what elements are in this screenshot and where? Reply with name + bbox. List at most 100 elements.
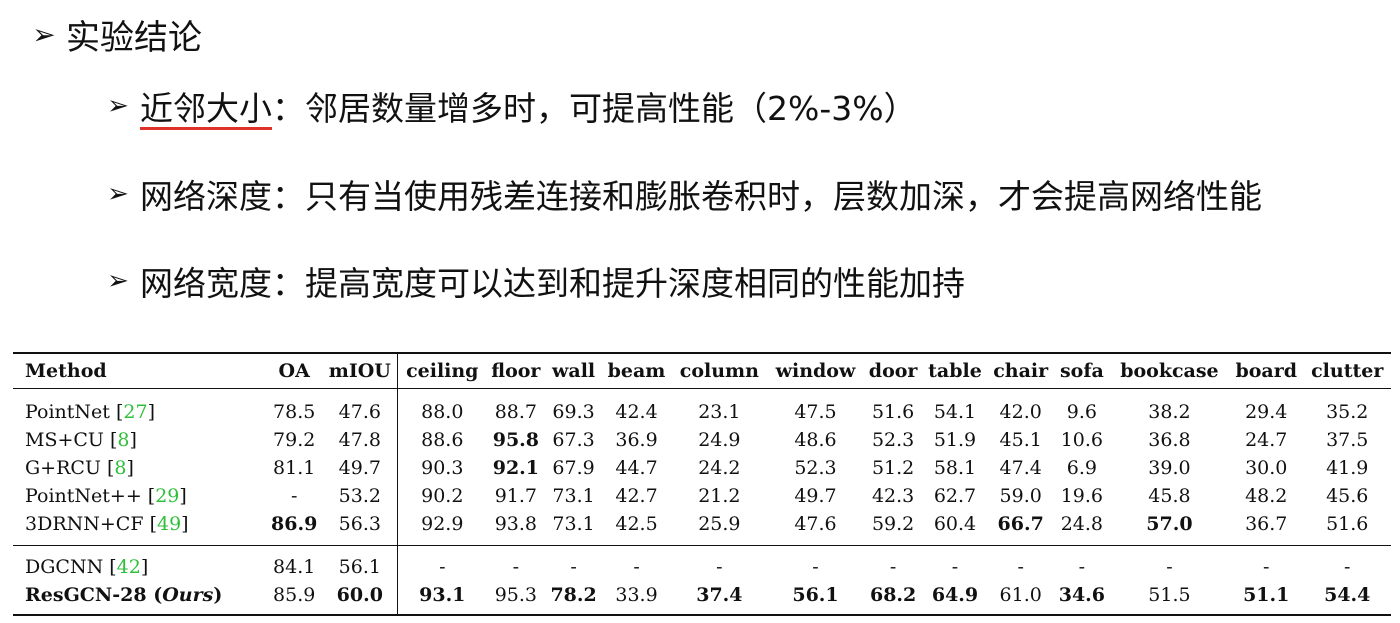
column-header-clutter: clutter — [1311, 360, 1384, 382]
value-cell: 25.9 — [698, 513, 741, 535]
value-cell: 39.0 — [1148, 457, 1191, 479]
column-header-ceiling: ceiling — [406, 360, 479, 382]
value-cell: 81.1 — [273, 457, 316, 479]
point-label: 网络深度 — [140, 177, 272, 216]
value-cell: 42.4 — [615, 401, 658, 423]
column-header-table: table — [928, 360, 982, 382]
column-header-method: Method — [25, 360, 107, 382]
value-cell: 60.0 — [322, 581, 399, 615]
value-cell: - — [1303, 545, 1391, 581]
citation-link[interactable]: 8 — [117, 429, 130, 451]
value-cell: 95.3 — [494, 584, 538, 606]
value-cell: 88.0 — [421, 401, 464, 423]
value-cell: 42.0 — [999, 401, 1042, 423]
point-label: 网络宽度 — [140, 264, 272, 303]
citation-link[interactable]: 49 — [156, 513, 182, 535]
value-cell: 49.7 — [794, 485, 837, 507]
value-cell: 42.3 — [871, 485, 915, 507]
citation-link[interactable]: 42 — [116, 556, 141, 578]
value-cell: 78.2 — [550, 584, 597, 606]
value-cell: 36.7 — [1245, 513, 1288, 535]
value-cell: 51.1 — [1243, 584, 1290, 606]
value-cell: 34.6 — [1058, 584, 1106, 606]
value-cell: 73.1 — [552, 485, 595, 507]
column-header-miou: mIOU — [322, 353, 399, 389]
value-cell: - — [922, 545, 988, 581]
value-cell: 51.9 — [933, 429, 977, 451]
column-header-bookcase: bookcase — [1120, 360, 1219, 382]
value-cell: 93.1 — [419, 584, 466, 606]
value-cell: - — [601, 545, 672, 581]
value-cell: 79.2 — [273, 429, 316, 451]
value-cell: 36.9 — [615, 429, 658, 451]
point-text: ：邻居数量增多时，可提高性能（2%-3%） — [272, 89, 917, 128]
value-cell: 66.7 — [997, 513, 1044, 535]
value-cell: 48.2 — [1245, 485, 1288, 507]
value-cell: 51.6 — [871, 401, 915, 423]
value-cell: 30.0 — [1245, 457, 1288, 479]
value-cell: - — [767, 545, 864, 581]
value-cell: 47.4 — [999, 457, 1042, 479]
value-cell: 78.5 — [273, 401, 316, 423]
value-cell: 53.2 — [322, 482, 399, 510]
value-cell: 45.8 — [1148, 485, 1191, 507]
citation-link[interactable]: 27 — [123, 401, 148, 423]
table-row: 3DRNN+CF [49] 86.9 56.3 92.9 93.8 73.1 42.5 25.… — [13, 510, 1391, 546]
citation-link[interactable]: 29 — [155, 485, 180, 507]
value-cell: 69.3 — [552, 401, 595, 423]
value-cell: 60.4 — [933, 513, 977, 535]
value-cell: 42.7 — [615, 485, 658, 507]
value-cell: 68.2 — [869, 584, 917, 606]
table-group-ours: DGCNN [42] 84.1 56.1- - - - - - - - - - - - - ResGCN-28… — [13, 545, 1391, 615]
value-cell: - — [397, 545, 487, 581]
value-cell: 47.6 — [794, 513, 837, 535]
value-cell: - — [863, 545, 923, 581]
value-cell: 73.1 — [552, 513, 595, 535]
table-row: G+RCU [8] 81.1 49.7 90.3 92.1 67.9 44.7 24.2 52.… — [13, 454, 1391, 482]
table-row: PointNet [27] 78.5 47.6 88.0 88.7 69.3 42.4 23.… — [13, 388, 1391, 426]
value-cell: 21.2 — [698, 485, 741, 507]
column-header-oa: OA — [278, 360, 310, 382]
value-cell: 47.6 — [322, 388, 399, 426]
value-cell: 92.1 — [492, 457, 539, 479]
column-header-door: door — [868, 360, 918, 382]
value-cell: 56.1 — [322, 545, 399, 581]
value-cell: 52.3 — [871, 429, 915, 451]
value-cell: 61.0 — [999, 584, 1042, 606]
value-cell: 90.2 — [421, 485, 464, 507]
value-cell: 36.8 — [1148, 429, 1191, 451]
column-header-beam: beam — [607, 360, 666, 382]
value-cell: 29.4 — [1245, 401, 1288, 423]
value-cell: 52.3 — [794, 457, 837, 479]
value-cell: - — [987, 545, 1054, 581]
point-neighbor-size: ➢ 近邻大小 ：邻居数量增多时，可提高性能（2%-3%） — [96, 82, 917, 130]
point-label: 近邻大小 — [140, 89, 272, 128]
value-cell: 19.6 — [1060, 485, 1104, 507]
value-cell: 84.1 — [266, 545, 323, 581]
value-cell: 91.7 — [494, 485, 538, 507]
value-cell: 44.7 — [615, 457, 658, 479]
citation-link[interactable]: 8 — [114, 457, 127, 479]
method-cell: ResGCN-28 (Ours) — [25, 584, 223, 606]
value-cell: - — [1053, 545, 1110, 581]
value-cell: 51.2 — [871, 457, 915, 479]
column-header-floor: floor — [491, 360, 541, 382]
value-cell: 56.3 — [322, 510, 399, 546]
value-cell: 59.0 — [999, 485, 1042, 507]
value-cell: - — [486, 545, 546, 581]
arrow-bullet-icon: ➢ — [107, 91, 129, 121]
value-cell: 24.8 — [1060, 513, 1104, 535]
value-cell: - — [290, 485, 298, 507]
value-cell: 23.1 — [698, 401, 741, 423]
value-cell: 85.9 — [273, 584, 316, 606]
heading-text: 实验结论 — [66, 18, 202, 58]
value-cell: - — [545, 545, 602, 581]
value-cell: 58.1 — [933, 457, 977, 479]
value-cell: 51.6 — [1326, 513, 1369, 535]
column-header-board: board — [1235, 360, 1298, 382]
value-cell: 47.8 — [322, 426, 399, 454]
value-cell: 45.1 — [999, 429, 1042, 451]
value-cell: - — [1109, 545, 1229, 581]
arrow-bullet-icon: ➢ — [107, 266, 129, 296]
table-row: DGCNN [42] 84.1 56.1- - - - - - - - - - - - - — [13, 545, 1391, 581]
